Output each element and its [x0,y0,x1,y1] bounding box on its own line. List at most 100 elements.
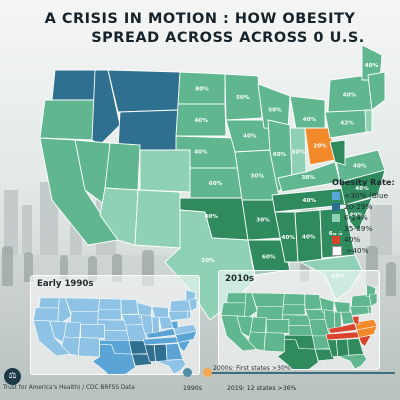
state-value-label: 60% [209,181,223,187]
state-value-label: 40% [350,212,364,218]
legend-item: 6-24% [332,212,398,223]
state-va [173,324,198,336]
inset-title: 2010s [225,274,255,284]
state-ut [104,142,141,191]
state-nj [187,310,192,319]
state-value-label: 40% [353,164,367,170]
state-sc [358,334,372,347]
legend-label: <30% (Blue [344,191,389,200]
page-title: A CRISIS IN MOTION : HOW OBESITY SPREAD … [0,10,400,48]
state-mn [120,299,139,315]
inset-2010s: 2010s [218,270,380,370]
state-ks [104,330,130,341]
legend-swatch [332,191,340,200]
source-credit: Trust for America's Health) / CDC BRFSS … [3,385,135,391]
legend-label: 6-24% [344,213,368,222]
state-value-label: 80% [195,87,209,93]
legend-item: 20-29% [332,201,398,212]
state-sd [175,103,227,137]
state-value-label: 40% [204,214,218,220]
state-ne- [367,71,386,111]
state-wa [226,292,247,304]
state-value-label: 60% [273,152,287,158]
legend-label: 40% [344,235,361,244]
state-value-label: 60% [329,231,343,237]
timeline-label-2000: 2000s: First states >30% [213,365,291,372]
state-id [91,69,121,146]
legend: Obesity Rate: <30% (Blue 20-29% 6-24% 35… [332,177,398,256]
state-or [32,307,60,322]
timeline: 2000s: First states >30% 1990s 2019: 12 … [183,358,400,398]
state-fl [337,353,367,369]
state-nj [367,305,372,314]
state-value-label: 40% [194,150,208,156]
state-ut [250,316,267,333]
inset-early-1990s: Early 1990s [30,275,200,375]
state-in [333,311,342,329]
state-sd [97,308,122,320]
state-ne- [368,293,378,307]
inset-map-2010s [220,284,378,369]
timeline-label-2019: 2019: 12 states >36% [227,385,297,392]
state-mn [224,73,263,121]
legend-item: 40% [332,234,398,245]
state-az [99,187,139,246]
state-la [131,353,153,366]
legend-swatch [332,202,340,211]
state-value-label: 40% [365,63,379,69]
state-in [151,316,160,334]
state-nm [134,189,181,249]
state-nm [77,337,100,358]
state-tx [92,343,136,374]
state-mn [304,294,322,310]
state-id [57,297,72,324]
state-value-label: 42% [340,121,354,127]
title-line-2: SPREAD ACROSS ACROSS 0 U.S. [91,30,365,46]
state-wa [38,297,60,309]
legend-label: 20-29% [344,202,373,211]
state-ne- [188,298,198,312]
state-wa [51,69,96,101]
state-value-label: 40% [303,198,317,204]
state-tx [277,338,319,369]
state-or [39,99,96,141]
state-value-label: 30% [256,218,270,224]
state-ky [277,161,341,193]
state-fl [155,358,187,374]
state-al [336,338,349,357]
state-wv [329,139,346,166]
state-nd [283,293,306,305]
state-nj [364,109,373,133]
state-or [220,302,247,317]
timeline-line [205,372,395,374]
state-sc [177,339,192,352]
state-value-label: 40% [195,118,209,124]
state-al [153,343,168,362]
state-mt [65,297,100,313]
state-value-label: 40% [243,134,257,140]
inset-map-1990s [32,289,198,374]
state-value-label: 20% [201,258,215,264]
state-sc [344,197,373,233]
title-line-1: A CRISIS IN MOTION : HOW OBESITY [44,11,356,27]
state-la [314,348,335,361]
state-value-label: 20% [313,143,327,149]
state-value-label: 40% [355,186,369,192]
state-az [61,336,81,357]
state-co [139,149,191,193]
state-va [354,319,378,331]
state-value-label: 50% [268,108,282,114]
legend-swatch [332,245,342,256]
state-ks [288,325,313,336]
state-ut [63,321,81,338]
state-wv [351,315,360,325]
state-az [247,331,266,352]
state-value-label: 30% [251,174,265,180]
legend-label: 35-39% [344,224,373,233]
legend-item: >40% [332,245,398,256]
state-value-label: 40% [302,235,316,241]
legend-title: Obesity Rate: [332,177,395,187]
legend-item: <30% (Blue [332,190,398,201]
legend-swatch [332,224,340,233]
